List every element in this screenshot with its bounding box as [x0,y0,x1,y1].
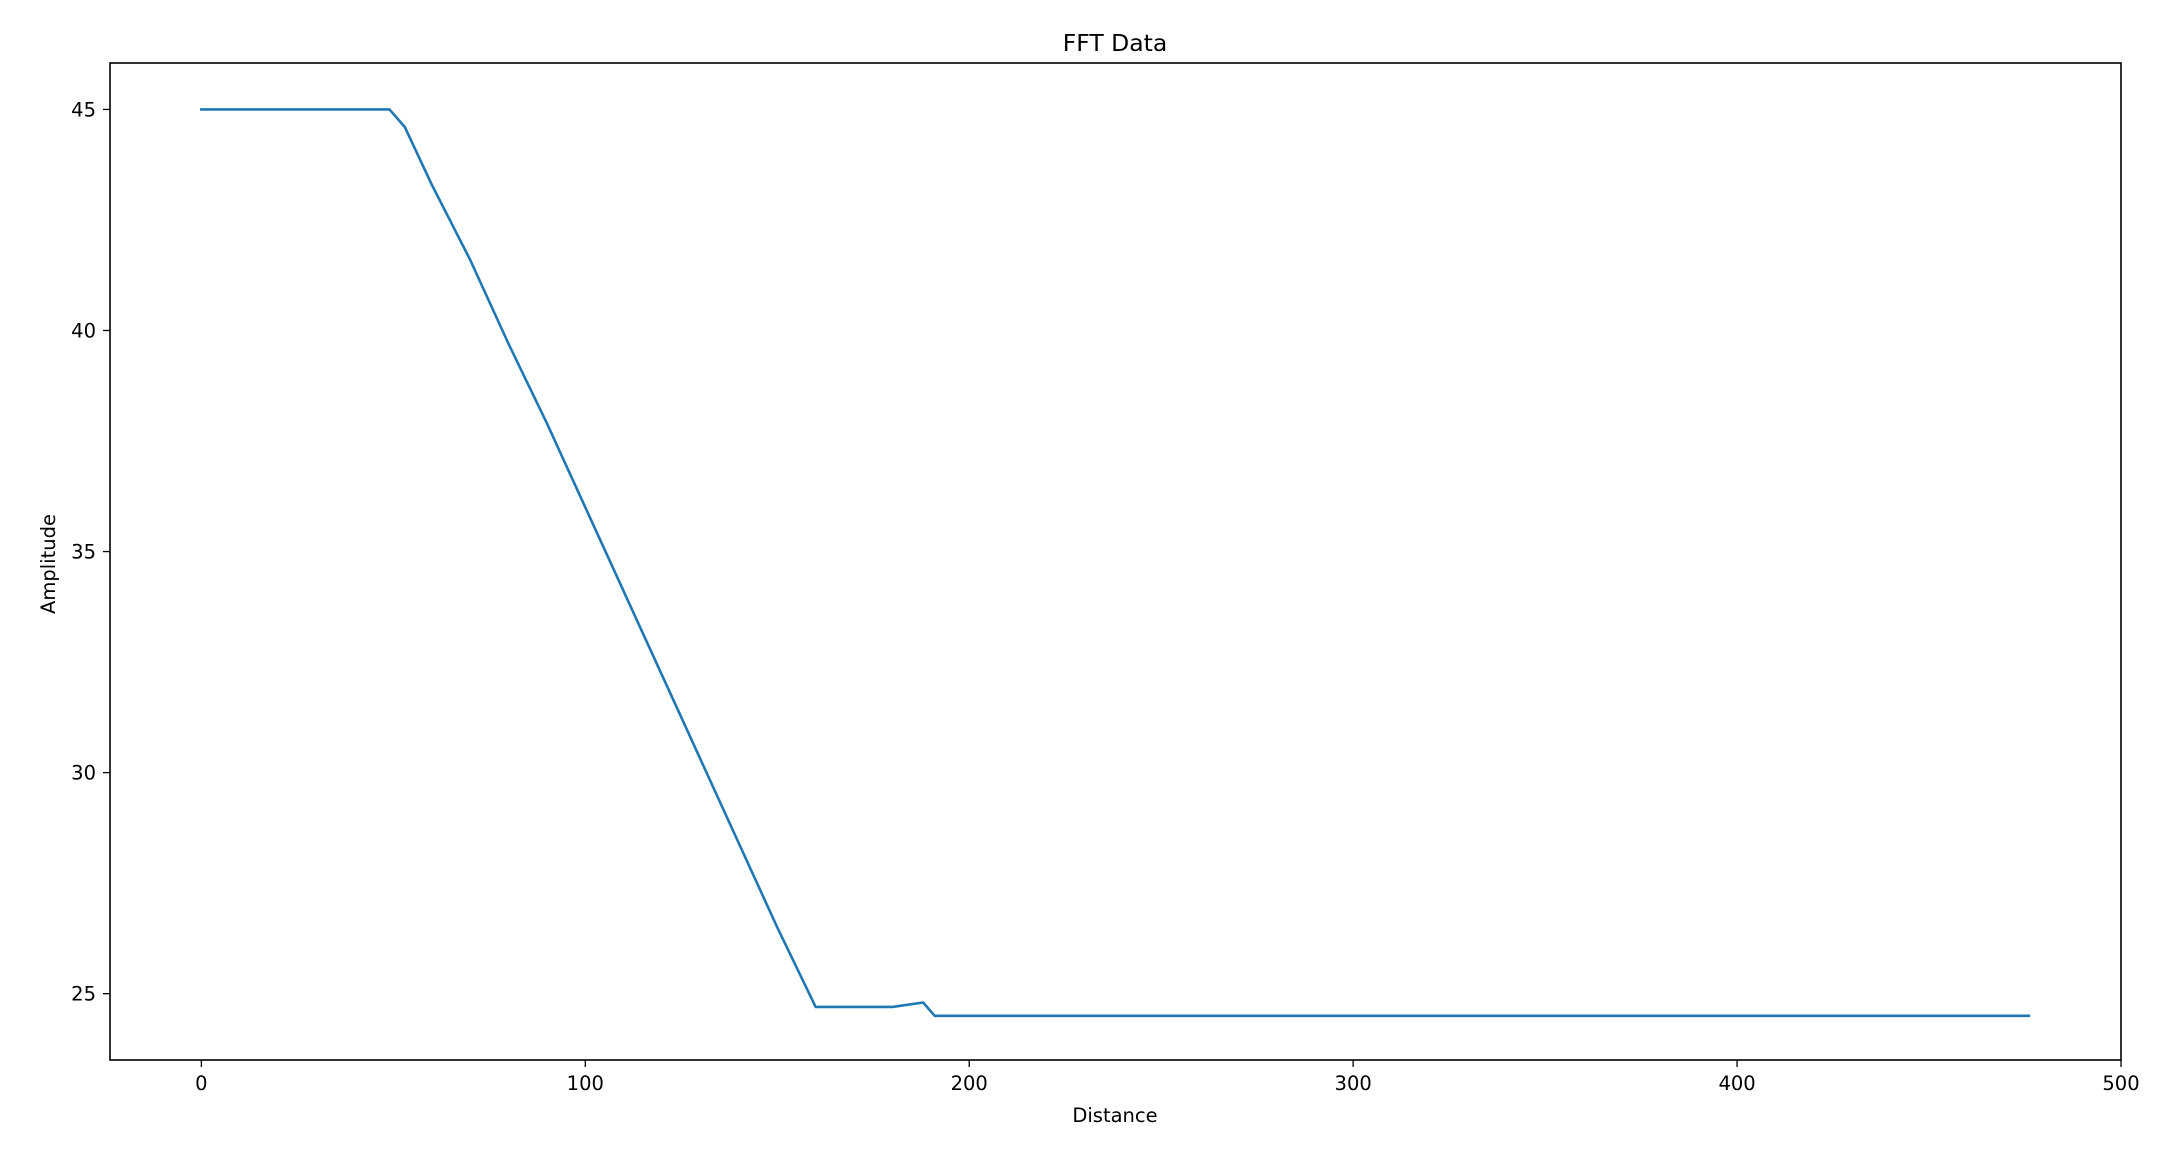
x-axis-label: Distance [1072,1104,1157,1127]
y-tick-label: 40 [71,319,96,342]
x-tick-label: 0 [195,1072,207,1095]
plot-frame [109,62,2122,1061]
x-tick-label: 400 [1718,1072,1755,1095]
series-layer [200,108,2031,1018]
x-tick-label: 300 [1335,1072,1372,1095]
chart-title: FFT Data [1063,29,1168,57]
x-tick-label: 200 [951,1072,988,1095]
y-tick-label: 35 [71,541,96,564]
y-tick-label: 30 [71,762,96,785]
x-tick-label: 500 [2102,1072,2139,1095]
y-tick-label: 45 [71,98,96,121]
y-tick-label: 25 [71,983,96,1006]
series-line [200,108,2031,1018]
x-axis-ticks: 0 100 200 300 400 500 [195,1060,2140,1095]
x-tick-label: 100 [567,1072,604,1095]
y-axis-label: Amplitude [37,514,60,614]
y-axis-ticks: 25 30 35 40 45 [71,98,110,1006]
